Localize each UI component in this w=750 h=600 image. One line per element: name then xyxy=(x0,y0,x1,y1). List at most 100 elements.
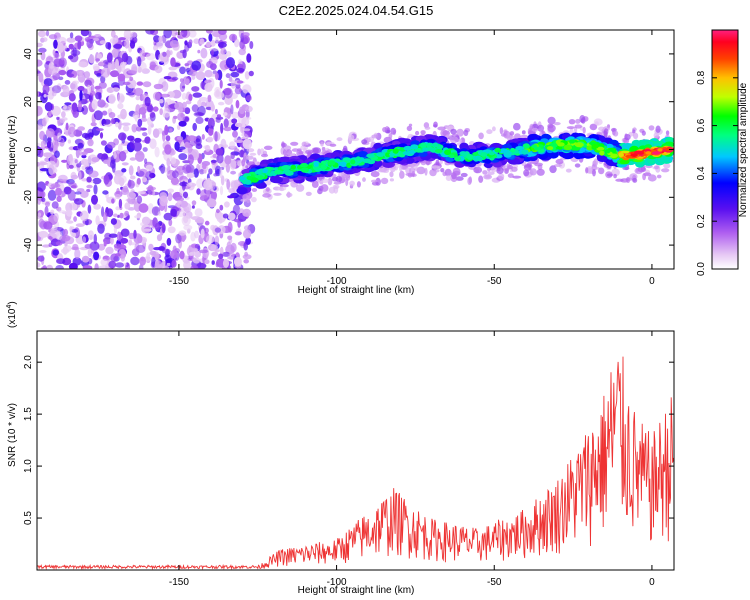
noise-speckle xyxy=(87,128,94,140)
ridge-cell xyxy=(422,147,428,152)
noise-speckle xyxy=(146,252,151,261)
noise-speckle xyxy=(153,35,161,43)
ridge-cell xyxy=(402,151,411,156)
noise-speckle xyxy=(64,80,71,85)
noise-speckle xyxy=(136,195,143,204)
ridge-cell xyxy=(494,147,502,153)
noise-speckle xyxy=(79,71,83,78)
noise-speckle xyxy=(227,195,235,199)
noise-speckle xyxy=(64,102,72,106)
noise-speckle xyxy=(37,181,46,192)
halo-speckle xyxy=(492,126,496,132)
noise-speckle xyxy=(182,191,189,199)
noise-speckle xyxy=(61,111,66,118)
y-tick-label: 40 xyxy=(23,48,34,60)
halo-speckle xyxy=(606,173,613,177)
ridge-cell xyxy=(465,153,474,160)
noise-speckle xyxy=(110,236,114,245)
halo-speckle xyxy=(367,136,375,143)
noise-speckle xyxy=(232,130,238,138)
noise-speckle xyxy=(186,172,195,178)
ridge-cell xyxy=(300,167,309,173)
halo-speckle xyxy=(460,172,468,178)
ridge-cell xyxy=(367,159,376,165)
halo-speckle xyxy=(347,134,355,141)
noise-speckle xyxy=(97,243,106,251)
noise-speckle xyxy=(196,216,205,226)
noise-speckle xyxy=(174,101,184,111)
noise-speckle xyxy=(165,259,173,263)
noise-speckle xyxy=(163,107,171,118)
noise-speckle xyxy=(206,136,214,143)
noise-speckle xyxy=(238,149,245,158)
ridge-cell xyxy=(236,187,248,195)
noise-speckle xyxy=(69,226,73,233)
noise-speckle xyxy=(77,40,82,50)
noise-speckle xyxy=(108,112,116,119)
noise-speckle xyxy=(130,31,138,38)
noise-speckle xyxy=(205,30,213,34)
noise-speckle xyxy=(38,230,49,238)
noise-speckle xyxy=(38,218,45,228)
halo-speckle xyxy=(442,171,447,177)
noise-speckle xyxy=(242,128,251,132)
noise-speckle xyxy=(77,142,84,149)
noise-speckle xyxy=(42,244,51,248)
noise-speckle xyxy=(173,115,178,120)
noise-speckle xyxy=(110,118,115,125)
noise-speckle xyxy=(56,116,60,120)
noise-speckle xyxy=(56,258,66,265)
halo-speckle xyxy=(249,152,257,156)
noise-speckle xyxy=(192,122,197,132)
noise-speckle xyxy=(115,206,120,211)
noise-speckle xyxy=(208,48,219,52)
noise-speckle xyxy=(163,212,173,221)
noise-speckle xyxy=(74,159,78,164)
ridge-cell xyxy=(410,144,419,150)
halo-speckle xyxy=(592,169,596,177)
noise-speckle xyxy=(230,79,236,89)
noise-speckle xyxy=(95,92,102,100)
ridge-cell xyxy=(618,152,624,157)
noise-speckle xyxy=(199,38,205,45)
noise-speckle xyxy=(218,30,227,35)
noise-speckle xyxy=(113,43,123,49)
snr-series xyxy=(37,356,674,570)
noise-speckle xyxy=(61,159,68,163)
x-tick-label: -100 xyxy=(327,276,347,287)
halo-speckle xyxy=(260,153,269,158)
noise-speckle xyxy=(157,211,162,216)
halo-speckle xyxy=(574,163,581,168)
noise-speckle xyxy=(120,228,130,237)
noise-speckle xyxy=(230,170,237,175)
noise-speckle xyxy=(113,225,117,234)
noise-speckle xyxy=(37,30,47,38)
noise-speckle xyxy=(242,138,252,150)
halo-speckle xyxy=(246,195,251,204)
noise-speckle xyxy=(50,209,55,215)
noise-speckle xyxy=(194,230,199,239)
noise-speckle xyxy=(232,204,241,216)
noise-speckle xyxy=(55,187,62,196)
colorbar-tick-label: 0.2 xyxy=(696,214,707,228)
noise-speckle xyxy=(225,57,235,69)
noise-speckle xyxy=(216,114,222,118)
noise-speckle xyxy=(238,48,246,56)
noise-speckle xyxy=(118,132,127,141)
noise-speckle xyxy=(131,123,138,133)
noise-speckle xyxy=(70,49,81,56)
noise-speckle xyxy=(62,228,69,237)
noise-speckle xyxy=(41,197,46,202)
noise-speckle xyxy=(81,132,89,139)
halo-speckle xyxy=(321,178,330,183)
noise-speckle xyxy=(117,103,124,110)
ridge-cell xyxy=(547,146,554,151)
snr-y-ticks: 0.5 1.0 1.5 2.0 xyxy=(23,355,674,525)
noise-speckle xyxy=(133,87,144,97)
noise-speckle xyxy=(138,203,149,213)
noise-speckle xyxy=(171,170,179,179)
halo-speckle xyxy=(598,167,605,175)
ridge-core xyxy=(665,147,672,152)
noise-speckle xyxy=(199,249,209,254)
snr-x-ticks: -150 -100 -50 0 xyxy=(169,331,655,588)
